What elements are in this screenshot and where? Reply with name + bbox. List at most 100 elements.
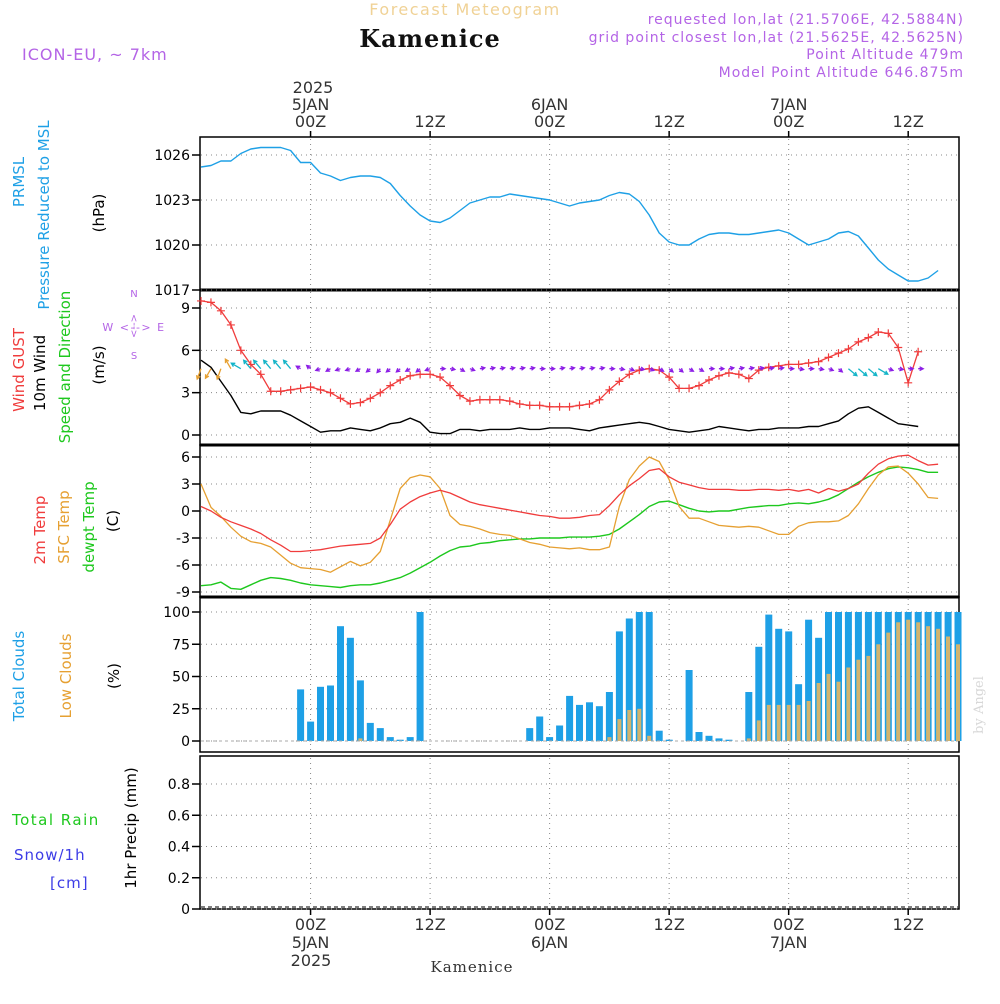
total-cloud-bar [376, 728, 384, 741]
y-tick-label: 3 [181, 477, 190, 493]
gust-marker [246, 360, 255, 369]
wind-direction-arrow [449, 366, 457, 372]
gust-marker [396, 375, 405, 384]
wind-direction-arrow [738, 365, 746, 371]
gust-marker [854, 337, 863, 346]
total-cloud-bar [307, 721, 315, 741]
wind-direction-arrow [768, 365, 776, 371]
total-cloud-bar [536, 716, 544, 741]
wind-direction-arrow [718, 366, 726, 372]
gust-marker [834, 349, 843, 358]
low-cloud-bar [906, 619, 911, 741]
bottom-date-label: 7JAN [770, 933, 808, 952]
grid-lines [201, 131, 958, 915]
wind-direction-arrow [204, 368, 212, 380]
gust-marker [904, 378, 913, 387]
footer-location: Kamenice [431, 958, 514, 976]
bottom-year: 2025 [291, 951, 332, 970]
wind-direction-arrow [215, 368, 222, 381]
pressure-label-main: PRMSL [10, 156, 28, 207]
t2m-line [200, 454, 939, 553]
gust-marker [535, 401, 544, 410]
gust-marker [495, 395, 504, 404]
low-cloud-bar [358, 738, 363, 741]
gust-marker [575, 401, 584, 410]
total-cloud-bar [775, 628, 783, 741]
y-tick-label: 6 [181, 343, 190, 359]
gust-marker [525, 401, 534, 410]
gust-marker [455, 391, 464, 400]
bottom-time-label: 00Z [534, 915, 565, 934]
total-cloud-bar [346, 637, 354, 741]
gust-marker [426, 370, 435, 379]
low-cloud-bar [816, 683, 821, 741]
wind-direction-arrow [688, 367, 695, 372]
low-cloud-bar [866, 655, 871, 741]
gust-marker [685, 384, 694, 393]
bottom-time-label: 00Z [295, 915, 326, 934]
total-cloud-bar [605, 692, 613, 741]
top-time-label: 00Z [295, 112, 326, 131]
total-cloud-bar [615, 631, 623, 741]
total-cloud-bar [556, 725, 564, 741]
y-tick-label: 1017 [154, 283, 190, 299]
wind-direction-arrow [838, 367, 844, 373]
low-cloud-bar [627, 710, 632, 741]
total-cloud-bar [695, 732, 703, 741]
wind-unit: (m/s) [90, 345, 108, 384]
temp-labels: 2m Temp SFC Temp dewpt Temp (C) [31, 481, 122, 572]
low-cloud-bar [916, 622, 921, 741]
total-cloud-bar [625, 618, 633, 741]
total-cloud-bar [546, 737, 554, 741]
wind-direction-arrow [579, 365, 586, 371]
wind-direction-arrow [758, 365, 766, 371]
gust-marker [206, 298, 215, 307]
point-altitude: Point Altitude 479m [806, 47, 964, 63]
total-cloud-bar [705, 735, 713, 741]
low-cloud-bar [617, 719, 622, 741]
pressure-labels: PRMSL Pressure Reduced to MSL (hPa) [10, 120, 108, 310]
wind-direction-arrow [519, 365, 527, 371]
wind-direction-arrow [509, 365, 517, 371]
rain-label: Total Rain [11, 811, 100, 829]
low-cloud-bar [647, 735, 652, 741]
wind-direction-arrow [272, 359, 282, 370]
wind-direction-arrow [678, 367, 684, 373]
gust-marker [844, 344, 853, 353]
y-tick-label: 1023 [154, 193, 190, 209]
wind-direction-arrow [252, 359, 262, 370]
gust-marker [406, 371, 415, 380]
wind-direction-arrow [499, 365, 507, 371]
bottom-time-label: 00Z [773, 915, 804, 934]
gust-marker [814, 357, 823, 366]
y-tick-label: 0 [181, 504, 190, 520]
wind-direction-arrow [469, 366, 476, 372]
total-cloud-bar [576, 704, 583, 741]
wind-direction-arrow [639, 366, 646, 372]
total-cloud-bar [396, 739, 404, 741]
wind-direction-arrow [898, 366, 905, 372]
total-cloud-bar [416, 612, 424, 741]
total-cloud-bar [685, 670, 693, 741]
gust-marker [675, 384, 684, 393]
top-time-label: 12Z [893, 112, 924, 131]
pressure-label-sub: Pressure Reduced to MSL [35, 120, 53, 310]
low-cloud-bar [746, 738, 751, 741]
wind-direction-arrow [539, 366, 547, 372]
wind-direction-arrow [385, 367, 391, 373]
wind-direction-arrow [559, 365, 566, 371]
snow-label: Snow/1h [14, 846, 86, 864]
total-cloud-bar [386, 737, 394, 741]
wind-labels: Wind GUST 10m Wind Speed and Direction (… [10, 289, 164, 443]
wind-direction-arrow [728, 365, 736, 371]
y-tick-label: 0.4 [168, 840, 190, 856]
y-tick-label: 3 [181, 386, 190, 402]
wind-direction-arrow [365, 367, 371, 373]
total-cloud-bar [835, 612, 842, 741]
top-year: 2025 [293, 78, 334, 97]
total-cloud-bar [595, 706, 603, 741]
total-cloud-bar [366, 722, 374, 741]
low-cloud-bar [607, 737, 612, 741]
